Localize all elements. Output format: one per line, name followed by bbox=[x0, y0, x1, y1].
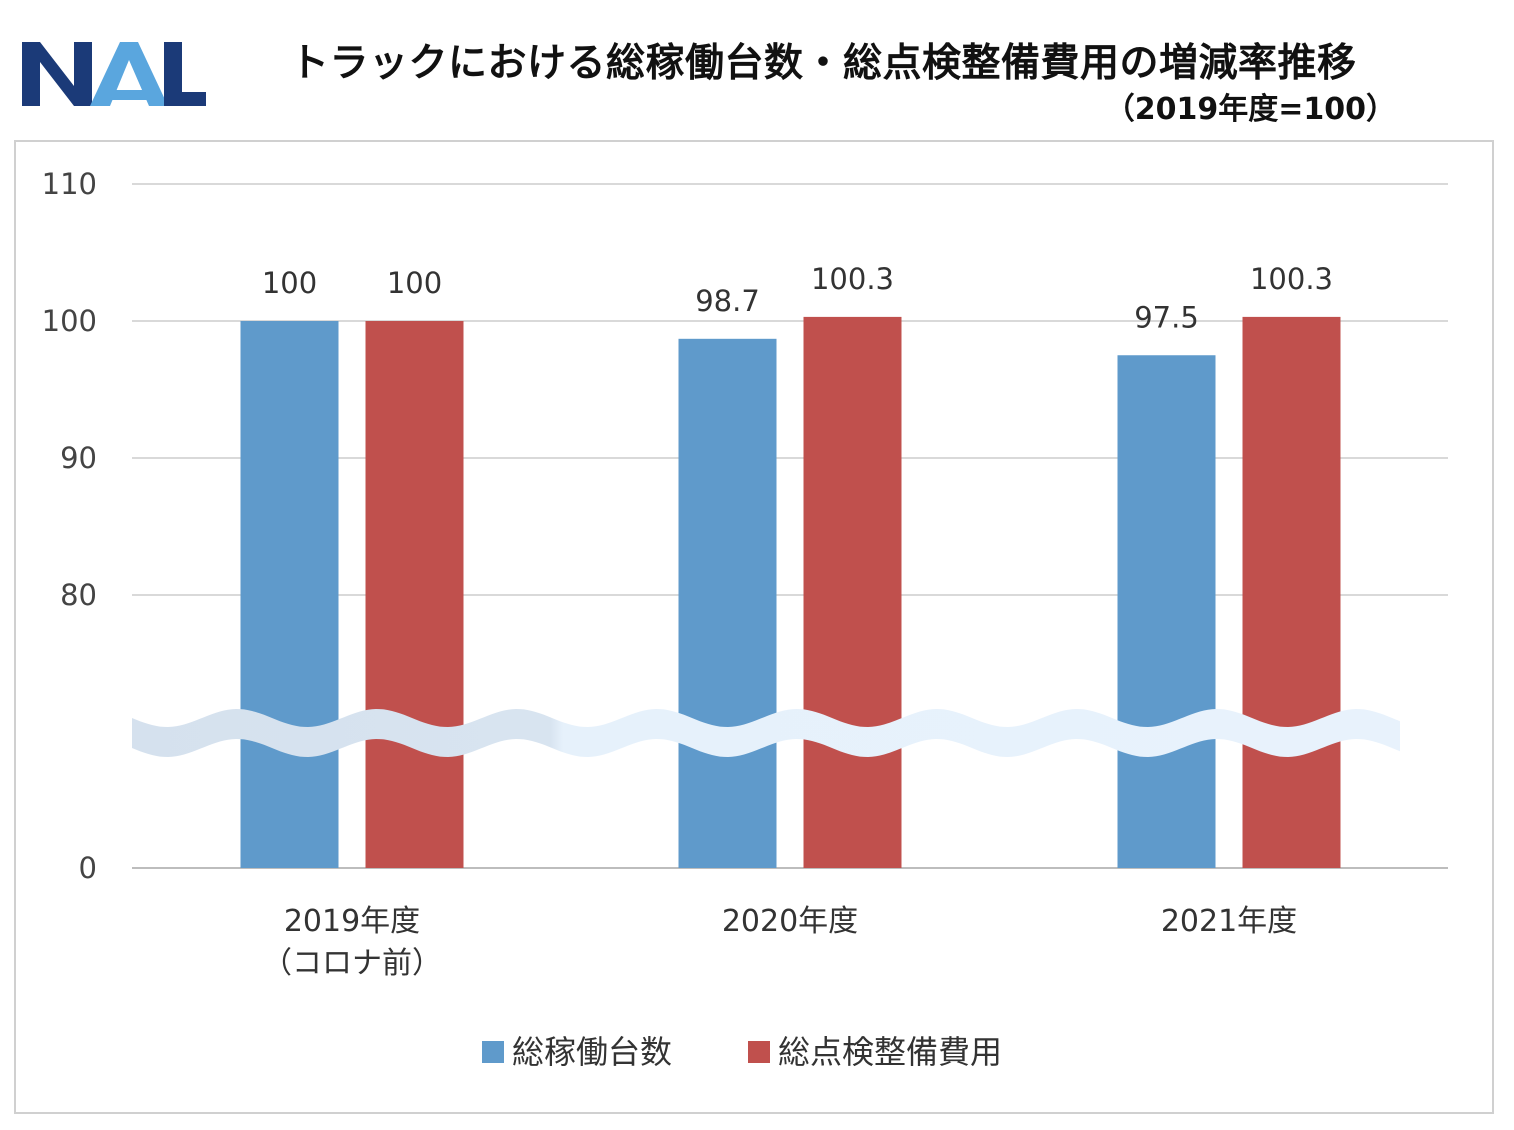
y-tick-label: 110 bbox=[42, 167, 97, 201]
legend-swatch bbox=[482, 1041, 504, 1063]
legend-label: 総点検整備費用 bbox=[778, 1033, 1002, 1071]
data-label: 98.7 bbox=[695, 284, 760, 318]
legend-item-0: 総稼働台数 bbox=[482, 1033, 672, 1071]
data-label: 100 bbox=[262, 266, 317, 300]
legend-label: 総稼働台数 bbox=[512, 1033, 672, 1071]
data-labels: 100 98.7 97.5 100 100.3 100.3 bbox=[262, 262, 1333, 334]
chart-title: トラックにおける総稼働台数・総点検整備費用の増減率推移 bbox=[290, 41, 1357, 86]
bars bbox=[240, 316, 1341, 868]
y-tick-label: 0 bbox=[79, 851, 97, 885]
axis-break bbox=[132, 709, 1400, 757]
y-tick-label: 80 bbox=[60, 578, 97, 612]
legend-swatch bbox=[748, 1041, 770, 1063]
bar-total-maintenance-2 bbox=[1242, 316, 1341, 868]
nal-logo-mark bbox=[22, 42, 206, 106]
chart-frame bbox=[14, 140, 1494, 1114]
legend: 総稼働台数 総点検整備費用 bbox=[482, 1033, 1002, 1071]
y-tick-label: 90 bbox=[60, 441, 97, 475]
data-label: 100.3 bbox=[811, 262, 894, 296]
legend-item-1: 総点検整備費用 bbox=[748, 1033, 1002, 1071]
category-label: 2019年度（コロナ前） bbox=[262, 904, 442, 981]
y-axis-ticks: 110 100 90 80 0 bbox=[42, 167, 97, 885]
category-label: 2021年度 bbox=[1161, 904, 1297, 939]
gridlines bbox=[132, 183, 1448, 869]
bar-total-maintenance-1 bbox=[803, 316, 902, 868]
bar-total-vehicles-1 bbox=[678, 338, 777, 868]
category-label: 2020年度 bbox=[722, 904, 858, 939]
data-label: 100 bbox=[387, 266, 442, 300]
bar-total-maintenance-0 bbox=[365, 321, 464, 868]
axis-break-band bbox=[132, 709, 1400, 757]
chart-subtitle: （2019年度=100） bbox=[1104, 92, 1396, 127]
data-label: 100.3 bbox=[1250, 262, 1333, 296]
bar-total-vehicles-0 bbox=[240, 321, 339, 868]
nal-logo bbox=[22, 42, 206, 106]
y-tick-label: 100 bbox=[42, 304, 97, 338]
bar-total-vehicles-2 bbox=[1117, 355, 1216, 868]
category-labels: 2019年度（コロナ前） 2020年度 2021年度 bbox=[262, 904, 1297, 981]
data-label: 97.5 bbox=[1134, 300, 1199, 334]
